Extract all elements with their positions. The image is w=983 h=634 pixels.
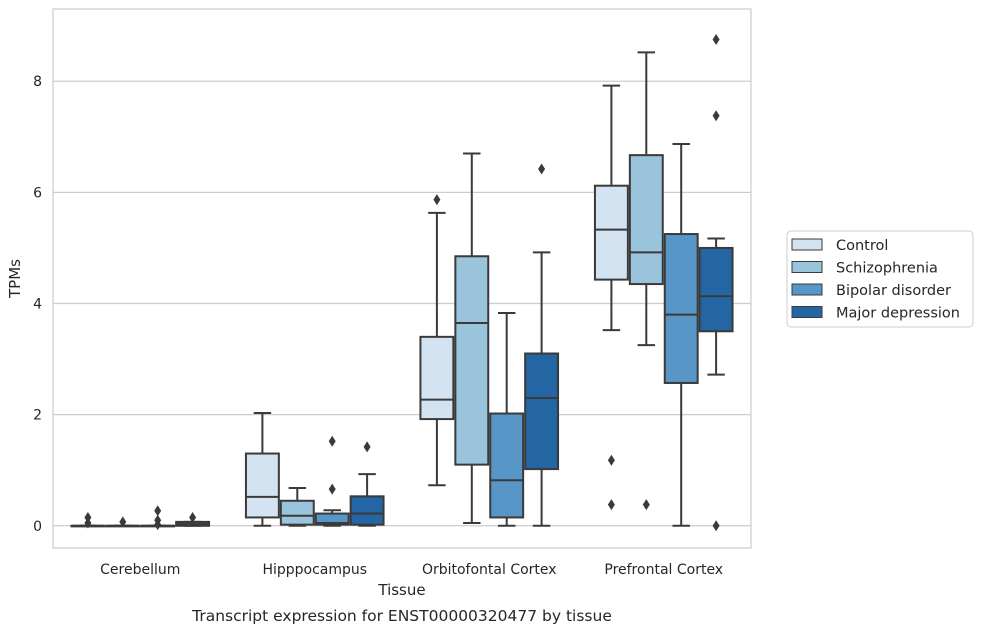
outlier-point	[712, 110, 720, 122]
box-schizophrenia	[454, 152, 490, 524]
y-tick-label: 2	[33, 408, 42, 424]
outlier-point	[712, 520, 720, 532]
box-bipolar-disorder	[663, 143, 699, 527]
box-major-depression	[175, 511, 211, 527]
box-iqr	[454, 255, 490, 466]
box-iqr	[663, 233, 699, 384]
legend-swatch	[791, 283, 823, 296]
box-iqr	[279, 499, 315, 526]
box-iqr	[698, 246, 734, 333]
legend-frame	[786, 230, 974, 328]
box-bipolar-disorder	[489, 311, 525, 527]
legend-swatch	[791, 238, 823, 251]
outlier-point	[607, 499, 615, 511]
box-iqr	[244, 452, 280, 519]
outlier-point	[607, 454, 615, 466]
box-iqr	[314, 512, 350, 526]
box-control	[244, 411, 280, 527]
outlier-point	[328, 435, 336, 447]
box-schizophrenia	[628, 51, 664, 511]
outlier-point	[538, 163, 546, 175]
outlier-point	[433, 194, 441, 206]
boxes-group	[70, 34, 734, 532]
box-major-depression	[698, 34, 734, 532]
legend-swatch	[791, 306, 823, 318]
box-iqr	[524, 352, 560, 471]
chart-caption: Transcript expression for ENST0000032047…	[191, 607, 612, 625]
outlier-point	[189, 511, 197, 523]
box-control	[593, 84, 629, 511]
outlier-point	[84, 511, 92, 523]
y-tick-label: 0	[33, 519, 42, 535]
y-tick-label: 4	[33, 297, 42, 313]
x-tick-label: Orbitofontal Cortex	[422, 562, 557, 578]
x-tick-label: Prefrontal Cortex	[604, 562, 723, 578]
box-iqr	[489, 412, 525, 519]
legend-label: Bipolar disorder	[836, 283, 951, 299]
x-tick-labels: Cerebellum Hipppocampus Orbitofontal Corte…	[100, 562, 723, 578]
box-schizophrenia	[105, 516, 141, 528]
box-iqr	[593, 184, 629, 281]
outlier-point	[363, 441, 371, 453]
legend-label: Control	[836, 238, 888, 254]
x-axis-label: Tissue	[377, 581, 425, 599]
box-bipolar-disorder	[314, 435, 350, 527]
box-schizophrenia	[279, 486, 315, 527]
y-tick-label: 6	[33, 185, 42, 201]
x-tick-label: Hipppocampus	[262, 562, 367, 578]
outlier-point	[154, 519, 162, 531]
outlier-point	[328, 483, 336, 495]
outlier-point	[84, 517, 92, 529]
legend-label: Major depression	[836, 306, 960, 322]
y-tick-label: 8	[33, 74, 42, 90]
box-iqr	[419, 335, 455, 421]
outlier-point	[712, 34, 720, 46]
box-iqr	[349, 495, 385, 526]
legend-label: Schizophrenia	[836, 261, 938, 277]
x-tick-label: Cerebellum	[100, 562, 180, 578]
box-major-depression	[349, 441, 385, 527]
outlier-point	[642, 499, 650, 511]
box-iqr	[628, 154, 664, 286]
box-control	[70, 511, 106, 529]
legend: Control Schizophrenia Bipolar disorder Majo…	[786, 230, 974, 328]
y-tick-labels: 0 2 4 6 8	[33, 74, 42, 535]
box-major-depression	[524, 163, 560, 527]
box-control	[419, 194, 455, 487]
outlier-point	[119, 516, 127, 528]
box-bipolar-disorder	[140, 505, 176, 531]
outlier-point	[154, 505, 162, 517]
legend-swatch	[791, 261, 823, 273]
plot-area	[52, 8, 752, 549]
y-axis-label: TPMs	[6, 259, 24, 299]
